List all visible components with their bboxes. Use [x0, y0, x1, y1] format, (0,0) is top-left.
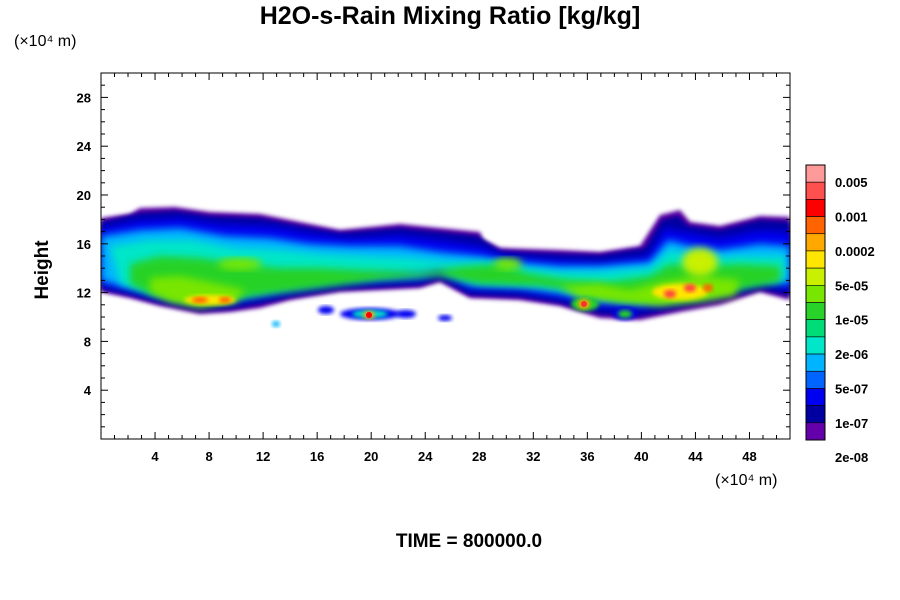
colorbar-swatch — [805, 233, 826, 252]
colorbar: 0.005 0.001 0.0002 5e-05 1e-05 2e-06 5e-07 1e-0… — [805, 164, 875, 465]
x-tick-label: 48 — [742, 449, 756, 464]
x-axis-unit-label: (×10⁴ m) — [715, 472, 778, 489]
colorbar-swatch — [805, 250, 826, 269]
y-tick-label: 24 — [77, 139, 92, 154]
colorbar-swatch — [805, 388, 826, 406]
colorbar-label: 1e-07 — [835, 416, 868, 431]
x-tick-label: 4 — [151, 449, 159, 464]
x-axis: 4 8 12 16 20 24 28 32 36 40 44 48 — [114, 73, 777, 464]
x-tick-label: 8 — [205, 449, 212, 464]
y-tick-label: 8 — [84, 334, 91, 349]
colorbar-swatch — [805, 285, 826, 303]
y-tick-label: 28 — [77, 90, 91, 105]
colorbar-swatch — [805, 422, 826, 441]
x-tick-label: 32 — [526, 449, 540, 464]
colorbar-swatch — [805, 336, 826, 355]
colorbar-label: 2e-06 — [835, 347, 868, 362]
x-tick-label: 12 — [256, 449, 270, 464]
x-tick-label: 16 — [310, 449, 324, 464]
y-tick-label: 16 — [77, 237, 91, 252]
y-axis: 4 8 12 16 20 24 28 — [77, 84, 790, 428]
x-tick-label: 40 — [634, 449, 648, 464]
colorbar-frame — [805, 164, 826, 441]
colorbar-swatch — [805, 181, 826, 200]
x-tick-label: 28 — [472, 449, 486, 464]
colorbar-swatch — [805, 370, 826, 389]
colorbar-swatch — [805, 405, 826, 424]
y-tick-label: 4 — [84, 383, 92, 398]
y-axis-unit-label: (×10⁴ m) — [14, 33, 77, 50]
colorbar-label: 2e-08 — [835, 450, 868, 465]
colorbar-label: 1e-05 — [835, 313, 868, 328]
y-tick-label: 12 — [77, 286, 91, 301]
x-tick-label: 44 — [688, 449, 703, 464]
colorbar-swatch — [805, 302, 826, 320]
colorbar-label: 5e-07 — [835, 381, 868, 396]
colorbar-swatch — [805, 164, 826, 183]
colorbar-label: 5e-05 — [835, 278, 868, 293]
y-tick-label: 20 — [77, 188, 91, 203]
time-annotation: TIME = 800000.0 — [395, 531, 543, 552]
x-tick-label: 36 — [580, 449, 594, 464]
contour-field — [101, 207, 790, 327]
colorbar-label: 0.005 — [835, 175, 868, 190]
colorbar-label: 0.001 — [835, 210, 868, 225]
colorbar-swatch — [805, 267, 826, 286]
chart-title: H2O-s-Rain Mixing Ratio [kg/kg] — [259, 2, 641, 30]
colorbar-swatch — [805, 199, 826, 217]
colorbar-swatch — [805, 353, 826, 372]
colorbar-swatch — [805, 319, 826, 338]
x-tick-label: 20 — [364, 449, 378, 464]
colorbar-swatch — [805, 216, 826, 235]
colorbar-label: 0.0002 — [835, 244, 875, 259]
x-tick-label: 24 — [418, 449, 433, 464]
